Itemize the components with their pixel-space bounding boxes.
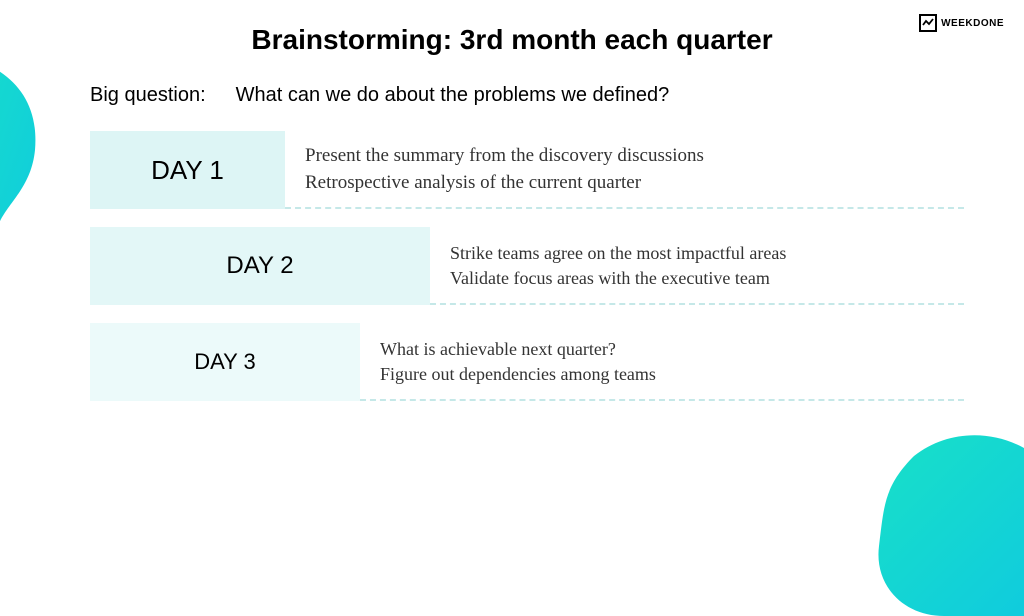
day-label: DAY 3 [90,323,360,401]
day-label: DAY 2 [90,227,430,305]
day-line: Figure out dependencies among teams [380,362,964,387]
slide-title: Brainstorming: 3rd month each quarter [60,24,964,56]
day-description: Present the summary from the discovery d… [285,131,964,209]
days-list: DAY 1 Present the summary from the disco… [60,131,964,401]
brand-name: WEEKDONE [941,18,1004,29]
question-text: What can we do about the problems we def… [236,84,670,107]
day-line: Validate focus areas with the executive … [450,266,964,291]
day-line: Present the summary from the discovery d… [305,143,964,170]
day-line: Strike teams agree on the most impactful… [450,241,964,266]
day-line: Retrospective analysis of the current qu… [305,170,964,197]
day-line: What is achievable next quarter? [380,337,964,362]
question-label: Big question: [90,84,206,107]
day-row: DAY 3 What is achievable next quarter? F… [90,323,964,401]
logo-icon [919,14,937,32]
brand-logo: WEEKDONE [919,14,1004,32]
day-description: Strike teams agree on the most impactful… [430,227,964,305]
day-row: DAY 2 Strike teams agree on the most imp… [90,227,964,305]
day-label: DAY 1 [90,131,285,209]
big-question: Big question: What can we do about the p… [60,84,964,107]
day-row: DAY 1 Present the summary from the disco… [90,131,964,209]
day-description: What is achievable next quarter? Figure … [360,323,964,401]
decorative-blob-right [864,416,1024,616]
